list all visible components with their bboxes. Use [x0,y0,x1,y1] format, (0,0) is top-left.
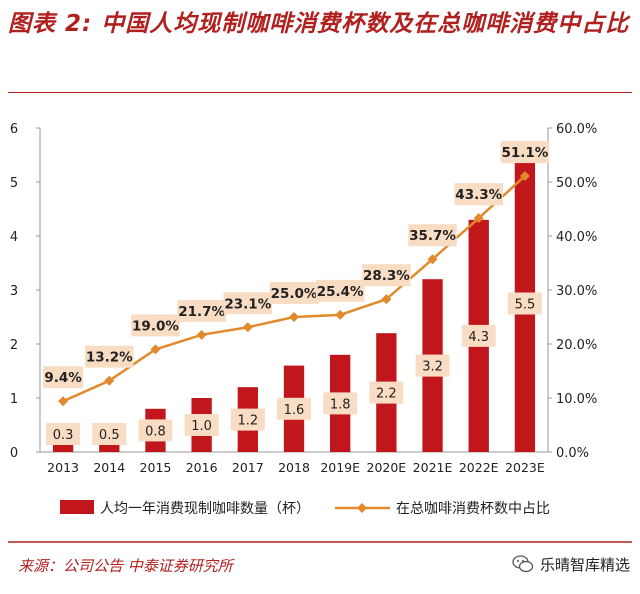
line-marker [289,312,299,322]
line-label-box [223,292,273,315]
bar-label-box [323,392,358,415]
chart-title: 图表 2: 中国人均现制咖啡消费杯数及在总咖啡消费中占比 [8,11,630,37]
bar-value-label: 1.8 [330,397,351,412]
line-value-label: 43.3% [455,187,502,203]
y-right-tick-label: 0.0% [556,446,589,461]
bar-value-label: 1.6 [284,403,305,418]
y-left-tick-label: 2 [10,338,18,353]
line-marker [427,254,438,265]
y-left-tick-label: 4 [10,230,18,245]
line-label-box [454,183,503,206]
line-label-box [131,314,180,337]
bar-label-box [46,423,81,445]
line-value-label: 51.1% [501,145,548,161]
x-tick-label: 2023E [505,460,545,475]
y-left-tick-label: 3 [10,284,18,299]
bar-label-box [461,324,496,347]
line-value-label: 35.7% [409,228,456,244]
line-label-box [408,224,457,247]
bar-label-box [507,292,542,315]
title-divider [8,92,632,93]
line-value-label: 9.4% [44,370,82,386]
x-tick-label: 2020E [367,460,407,475]
bar-label-box [184,414,219,436]
x-tick-label: 2019E [320,460,360,475]
source-note: 来源：公司公告 中泰证券研究所 [18,557,233,575]
line-marker [242,322,253,333]
legend-line-label: 在总咖啡消费杯数中占比 [396,501,550,517]
line-marker [150,344,161,355]
line-label-box [362,264,411,287]
line-marker [58,396,69,407]
bar-value-label: 0.8 [145,424,166,439]
bar-value-label: 0.3 [53,428,74,443]
line-value-label: 25.4% [317,284,364,300]
x-tick-label: 2021E [413,460,453,475]
bar-label-box [277,397,311,420]
wechat-icon [512,555,534,573]
line-label-box [177,299,226,322]
legend-bar-swatch [60,500,94,514]
line-label-box [269,282,319,304]
bar-value-label: 1.0 [191,419,212,434]
legend-bar-label: 人均一年消费现制咖啡数量（杯） [100,501,310,517]
line-label-box [500,141,550,164]
bar-label-box [138,419,173,442]
y-right-tick-label: 60.0% [556,122,597,137]
x-tick-label: 2018 [278,460,310,475]
watermark: 乐晴智库精选 [512,553,630,575]
line-label-box [315,279,365,302]
y-right-tick-label: 40.0% [556,230,597,245]
line-value-label: 23.1% [224,296,271,312]
line-marker [473,213,484,224]
bar-label-box [369,381,404,404]
line-marker [519,171,530,182]
x-tick-label: 2015 [140,460,172,475]
line-label-box [85,345,134,368]
line-value-label: 19.0% [132,318,179,334]
line-marker [381,294,392,305]
y-right-tick-label: 50.0% [556,176,597,191]
legend-line-marker [357,503,367,513]
y-right-tick-label: 10.0% [556,392,597,407]
x-tick-label: 2022E [459,460,499,475]
line-value-label: 28.3% [363,268,410,284]
bar-label-box [415,354,450,377]
x-tick-label: 2014 [93,460,125,475]
line-marker [104,375,115,386]
watermark-text: 乐晴智库精选 [539,555,630,574]
y-left-tick-label: 0 [10,446,18,461]
y-left-tick-label: 5 [10,176,18,191]
line-value-label: 21.7% [178,304,225,320]
line-label-box [43,366,84,389]
y-left-tick-label: 6 [10,122,18,137]
line-marker [335,309,346,320]
bar-label-box [92,423,127,445]
bar-label-box [230,408,265,431]
bar-value-label: 1.2 [237,414,258,429]
bar-value-label: 5.5 [515,298,536,313]
bar-value-label: 3.2 [422,360,443,375]
bar-value-label: 0.5 [99,428,120,443]
x-tick-label: 2013 [47,460,79,475]
bar-value-label: 4.3 [468,330,489,345]
line-value-label: 25.0% [271,286,318,302]
line-value-label: 13.2% [86,350,133,366]
y-right-tick-label: 20.0% [556,338,597,353]
x-tick-label: 2016 [186,460,218,475]
y-left-tick-label: 1 [10,392,18,407]
bar-value-label: 2.2 [376,387,397,402]
x-tick-label: 2017 [232,460,264,475]
line-marker [196,329,207,340]
y-right-tick-label: 30.0% [556,284,597,299]
